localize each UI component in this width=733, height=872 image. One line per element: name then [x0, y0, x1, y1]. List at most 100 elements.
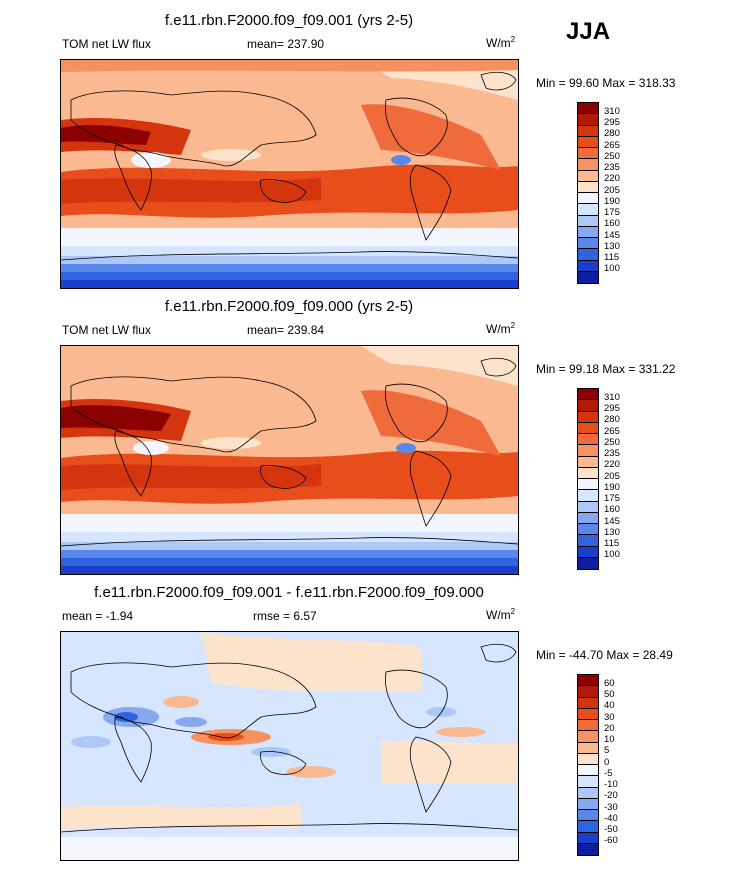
colorbar-tick-label: 190	[604, 482, 620, 493]
panel-3-map-svg	[61, 632, 518, 860]
colorbar-tick-label: 130	[604, 527, 620, 538]
colorbar-tick-label: 280	[604, 128, 620, 139]
panel-3-colorbar-box	[578, 708, 598, 720]
colorbar-tick-label: 100	[604, 263, 620, 274]
panel-2-left-label: TOM net LW flux	[62, 323, 151, 337]
panel-3-title: f.e11.rbn.F2000.f09_f09.001 - f.e11.rbn.…	[94, 584, 484, 601]
colorbar-tick-label: 0	[604, 757, 610, 768]
panel-1-units: W/m2	[486, 35, 516, 50]
panel-1-colorbar-box	[578, 260, 598, 272]
panel-3-colorbar-box	[578, 832, 598, 844]
colorbar-tick-label: 190	[604, 196, 620, 207]
colorbar-tick-label: -60	[604, 835, 618, 846]
colorbar-tick-label: 310	[604, 392, 620, 403]
colorbar-tick-label: 310	[604, 106, 620, 117]
panel-1-colorbar-box	[578, 226, 598, 238]
colorbar-tick-label: 30	[604, 712, 615, 723]
panel-2-colorbar-box	[578, 434, 598, 446]
panel-1-left-label: TOM net LW flux	[62, 37, 151, 51]
panel-2-colorbar-box	[578, 411, 598, 423]
colorbar-tick-label: 220	[604, 459, 620, 470]
panel-2-colorbar-box	[578, 389, 598, 401]
colorbar-tick-label: 235	[604, 448, 620, 459]
colorbar-tick-label: 280	[604, 414, 620, 425]
panel-3-minmax: Min = -44.70 Max = 28.49	[536, 648, 673, 662]
panel-1-map	[60, 59, 519, 289]
panel-3-colorbar-box	[578, 843, 598, 855]
colorbar-tick-label: 40	[604, 700, 615, 711]
colorbar-tick-label: -50	[604, 824, 618, 835]
panel-2-colorbar-box	[578, 456, 598, 468]
colorbar-tick-label: 295	[604, 403, 620, 414]
colorbar-tick-label: 160	[604, 218, 620, 229]
colorbar-tick-label: 145	[604, 230, 620, 241]
panel-3-colorbar	[577, 674, 599, 856]
panel-2-colorbar-box	[578, 524, 598, 536]
panel-1-colorbar-box	[578, 159, 598, 171]
colorbar-tick-label: 160	[604, 504, 620, 515]
colorbar-tick-label: -40	[604, 813, 618, 824]
colorbar-tick-label: -10	[604, 779, 618, 790]
panel-2-colorbar-box	[578, 557, 598, 569]
panel-3-colorbar-box	[578, 821, 598, 833]
panel-3-colorbar-box	[578, 675, 598, 687]
panel-2-map	[60, 345, 519, 575]
panel-2-colorbar-box	[578, 479, 598, 491]
colorbar-tick-label: 265	[604, 426, 620, 437]
panel-3-colorbar-box	[578, 765, 598, 777]
panel-3-colorbar-box	[578, 753, 598, 765]
panel-2-units: W/m2	[486, 321, 516, 336]
panel-1-title: f.e11.rbn.F2000.f09_f09.001 (yrs 2-5)	[164, 12, 414, 29]
panel-2-colorbar-box	[578, 400, 598, 412]
colorbar-tick-label: 250	[604, 437, 620, 448]
panel-1-colorbar-box	[578, 193, 598, 205]
colorbar-tick-label: 295	[604, 117, 620, 128]
colorbar-tick-label: 130	[604, 241, 620, 252]
panel-1-colorbar-box	[578, 238, 598, 250]
panel-2-colorbar	[577, 388, 599, 570]
panel-1-colorbar-box	[578, 136, 598, 148]
panel-2-title: f.e11.rbn.F2000.f09_f09.000 (yrs 2-5)	[164, 298, 414, 315]
colorbar-tick-label: 175	[604, 493, 620, 504]
colorbar-tick-label: 175	[604, 207, 620, 218]
panel-3-colorbar-box	[578, 686, 598, 698]
colorbar-tick-label: 205	[604, 471, 620, 482]
season-label: JJA	[566, 18, 611, 45]
colorbar-tick-label: 250	[604, 151, 620, 162]
panel-2-colorbar-box	[578, 445, 598, 457]
panel-1-colorbar-box	[578, 181, 598, 193]
colorbar-tick-label: 265	[604, 140, 620, 151]
panel-2-colorbar-box	[578, 546, 598, 558]
colorbar-tick-label: 20	[604, 723, 615, 734]
colorbar-tick-label: 60	[604, 678, 615, 689]
panel-1-colorbar-box	[578, 170, 598, 182]
colorbar-tick-label: 235	[604, 162, 620, 173]
panel-1-colorbar-box	[578, 125, 598, 137]
colorbar-tick-label: -20	[604, 790, 618, 801]
panel-3-colorbar-box	[578, 776, 598, 788]
panel-3-colorbar-box	[578, 742, 598, 754]
panel-1-colorbar-box	[578, 103, 598, 115]
panel-1-colorbar-box	[578, 215, 598, 227]
panel-3-center-label: rmse = 6.57	[253, 609, 317, 623]
panel-1-colorbar-box	[578, 114, 598, 126]
panel-2-colorbar-box	[578, 490, 598, 502]
panel-1-colorbar-box	[578, 249, 598, 261]
colorbar-tick-label: 50	[604, 689, 615, 700]
panel-3-colorbar-box	[578, 798, 598, 810]
panel-3-colorbar-box	[578, 697, 598, 709]
colorbar-tick-label: 115	[604, 538, 620, 549]
colorbar-tick-label: 5	[604, 745, 610, 756]
panel-2-map-svg	[61, 346, 518, 574]
panel-3-left-label: mean = -1.94	[62, 609, 134, 623]
colorbar-tick-label: 205	[604, 185, 620, 196]
panel-1-colorbar	[577, 102, 599, 284]
panel-2-minmax: Min = 99.18 Max = 331.22	[536, 362, 676, 376]
panel-1-colorbar-box	[578, 271, 598, 283]
panel-2-colorbar-box	[578, 467, 598, 479]
panel-3-colorbar-box	[578, 720, 598, 732]
colorbar-tick-label: 10	[604, 734, 615, 745]
panel-2-colorbar-box	[578, 512, 598, 524]
panel-1-map-svg	[61, 60, 518, 288]
panel-3-colorbar-box	[578, 787, 598, 799]
